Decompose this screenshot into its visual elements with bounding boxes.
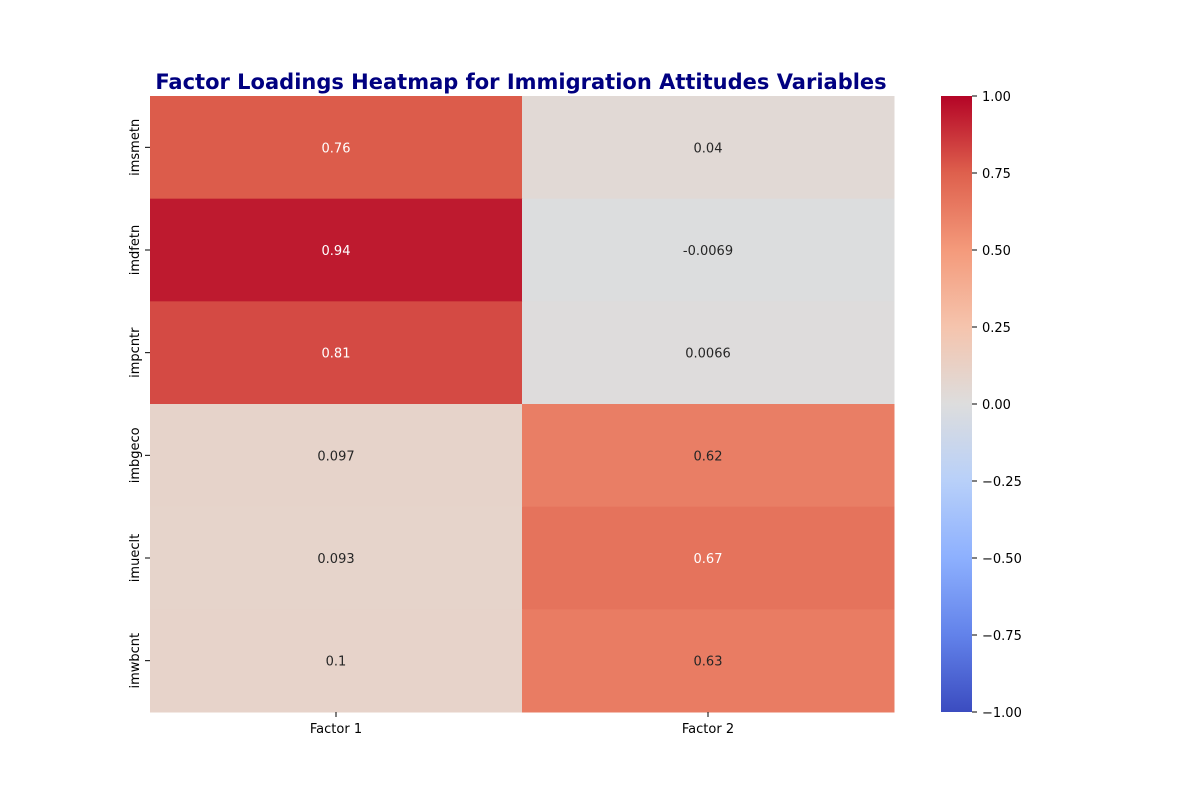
- colorbar-tick-label: 0.25: [982, 321, 1011, 336]
- cell-annotation: 0.63: [694, 655, 723, 670]
- x-tick-label: Factor 1: [310, 722, 362, 737]
- heatmap-cells: 0.76 0.04 0.94 -0.0069 0.81 0.0066 0.097 0.62 0.…: [150, 96, 895, 713]
- colorbar-tick-label: 0.00: [982, 398, 1011, 413]
- cell-annotation: 0.1: [326, 655, 347, 670]
- heatmap-cell: [150, 506, 523, 610]
- heatmap-cell: [522, 301, 895, 405]
- cell-annotation: 0.62: [694, 449, 723, 464]
- cell-annotation: 0.093: [317, 552, 354, 567]
- cell-annotation: 0.04: [694, 141, 723, 156]
- colorbar-tick-label: −0.75: [982, 629, 1022, 644]
- colorbar-tick-label: 1.00: [982, 90, 1011, 105]
- heatmap-cell: [522, 96, 895, 200]
- x-axis: Factor 1 Factor 2: [310, 712, 734, 737]
- heatmap-cell: [150, 301, 523, 405]
- cell-annotation: 0.94: [322, 244, 351, 259]
- cell-annotation: 0.67: [694, 552, 723, 567]
- colorbar-gradient: [941, 96, 972, 712]
- y-tick-label: imdfetn: [128, 225, 143, 275]
- colorbar-tick-label: −1.00: [982, 706, 1022, 721]
- heatmap-cell: [522, 609, 895, 713]
- y-tick-label: imwbcnt: [128, 633, 143, 689]
- y-tick-label: impcntr: [128, 327, 143, 378]
- cell-annotation: 0.0066: [685, 347, 731, 362]
- heatmap-cell: [150, 609, 523, 713]
- y-tick-label: imueclt: [128, 534, 143, 582]
- colorbar-tick-label: −0.25: [982, 475, 1022, 490]
- heatmap-cell: [150, 404, 523, 508]
- heatmap-cell: [522, 404, 895, 508]
- colorbar-tick-label: −0.50: [982, 552, 1022, 567]
- colorbar-tick-label: 0.50: [982, 244, 1011, 259]
- chart-title: Factor Loadings Heatmap for Immigration …: [155, 70, 886, 94]
- cell-annotation: 0.097: [317, 449, 354, 464]
- heatmap-cell: [150, 96, 523, 200]
- heatmap-cell: [522, 506, 895, 610]
- colorbar-tick-label: 0.75: [982, 167, 1011, 182]
- y-tick-label: imbgeco: [128, 427, 143, 483]
- y-tick-label: imsmetn: [128, 119, 143, 176]
- heatmap-cell: [150, 198, 523, 302]
- cell-annotation: 0.81: [322, 347, 351, 362]
- colorbar: 1.00 0.75 0.50 0.25 0.00 −0.25 −0.50 −0.75 −1.00: [941, 90, 1022, 721]
- cell-annotation: -0.0069: [683, 244, 733, 259]
- y-axis: imsmetn imdfetn impcntr imbgeco imueclt imwbc…: [128, 119, 150, 689]
- cell-annotation: 0.76: [322, 141, 351, 156]
- x-tick-label: Factor 2: [682, 722, 734, 737]
- heatmap-cell: [522, 198, 895, 302]
